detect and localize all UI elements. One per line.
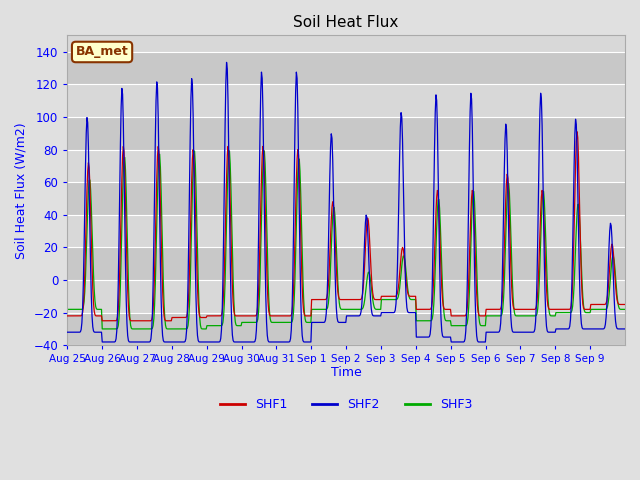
Bar (67, 84, 625, 117)
Bar (67, 149, 625, 182)
Bar (67, 182, 625, 215)
Bar (67, 52, 625, 84)
Legend: SHF1, SHF2, SHF3: SHF1, SHF2, SHF3 (215, 394, 477, 417)
Bar (67, 247, 625, 280)
Bar (67, 215, 625, 247)
Title: Soil Heat Flux: Soil Heat Flux (294, 15, 399, 30)
Text: BA_met: BA_met (76, 46, 129, 59)
Y-axis label: Soil Heat Flux (W/m2): Soil Heat Flux (W/m2) (15, 122, 28, 259)
Bar (67, 117, 625, 149)
X-axis label: Time: Time (331, 366, 362, 379)
Bar (67, 280, 625, 312)
Bar (67, 312, 625, 345)
